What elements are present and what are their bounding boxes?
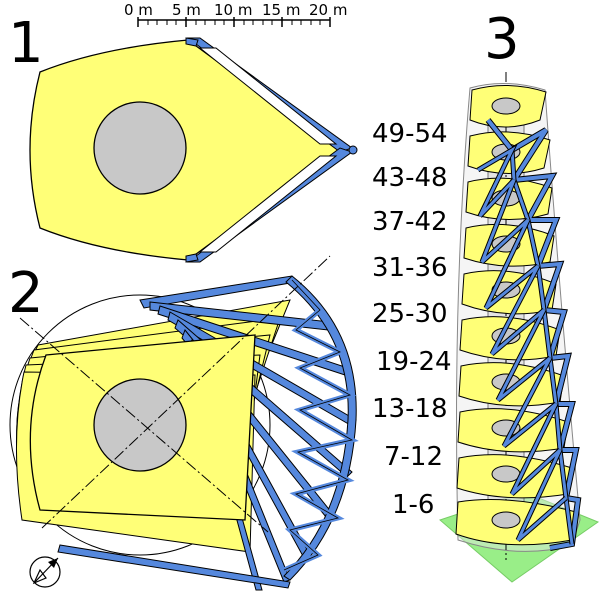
floor-range-1-6: 1-6 (392, 490, 434, 520)
panel-1-floor-plan (29, 37, 358, 263)
panel-2-overlay-plan (9, 255, 359, 591)
core-2 (93, 378, 187, 472)
scale-label-0: 0 m (124, 1, 153, 19)
panel-number-2: 2 (8, 261, 44, 326)
floor-range-31-36: 31-36 (372, 253, 448, 283)
scale-label-5: 5 m (172, 1, 201, 19)
envelope-circle (9, 294, 271, 556)
panel-number-1: 1 (8, 11, 44, 76)
scale-label-10: 10 m (214, 1, 252, 19)
axis-line-b (41, 255, 331, 529)
bottom-beam (57, 544, 291, 589)
core (93, 101, 187, 195)
scale-bar: 0 m 5 m 10 m 15 m 20 m (124, 1, 347, 27)
tower-steel-frame (476, 118, 582, 551)
floor-range-37-42: 37-42 (372, 207, 448, 237)
steel-frame (185, 37, 354, 263)
north-arrow-icon (29, 556, 61, 588)
floor-range-7-12: 7-12 (384, 442, 443, 472)
panel-3-tower-elevation (439, 72, 600, 583)
scale-label-15: 15 m (262, 1, 300, 19)
panel-number-3: 3 (484, 7, 520, 72)
floor-range-19-24: 19-24 (376, 347, 452, 377)
scale-label-20: 20 m (309, 1, 347, 19)
floor-range-49-54: 49-54 (372, 119, 448, 149)
floor-range-25-30: 25-30 (372, 299, 448, 329)
floor-range-13-18: 13-18 (372, 394, 448, 424)
floor-range-labels: 49-54 43-48 37-42 31-36 25-30 19-24 13-1… (372, 119, 452, 520)
axis-line-a (19, 317, 269, 533)
floor-range-43-48: 43-48 (372, 163, 448, 193)
tip-node (348, 145, 358, 155)
